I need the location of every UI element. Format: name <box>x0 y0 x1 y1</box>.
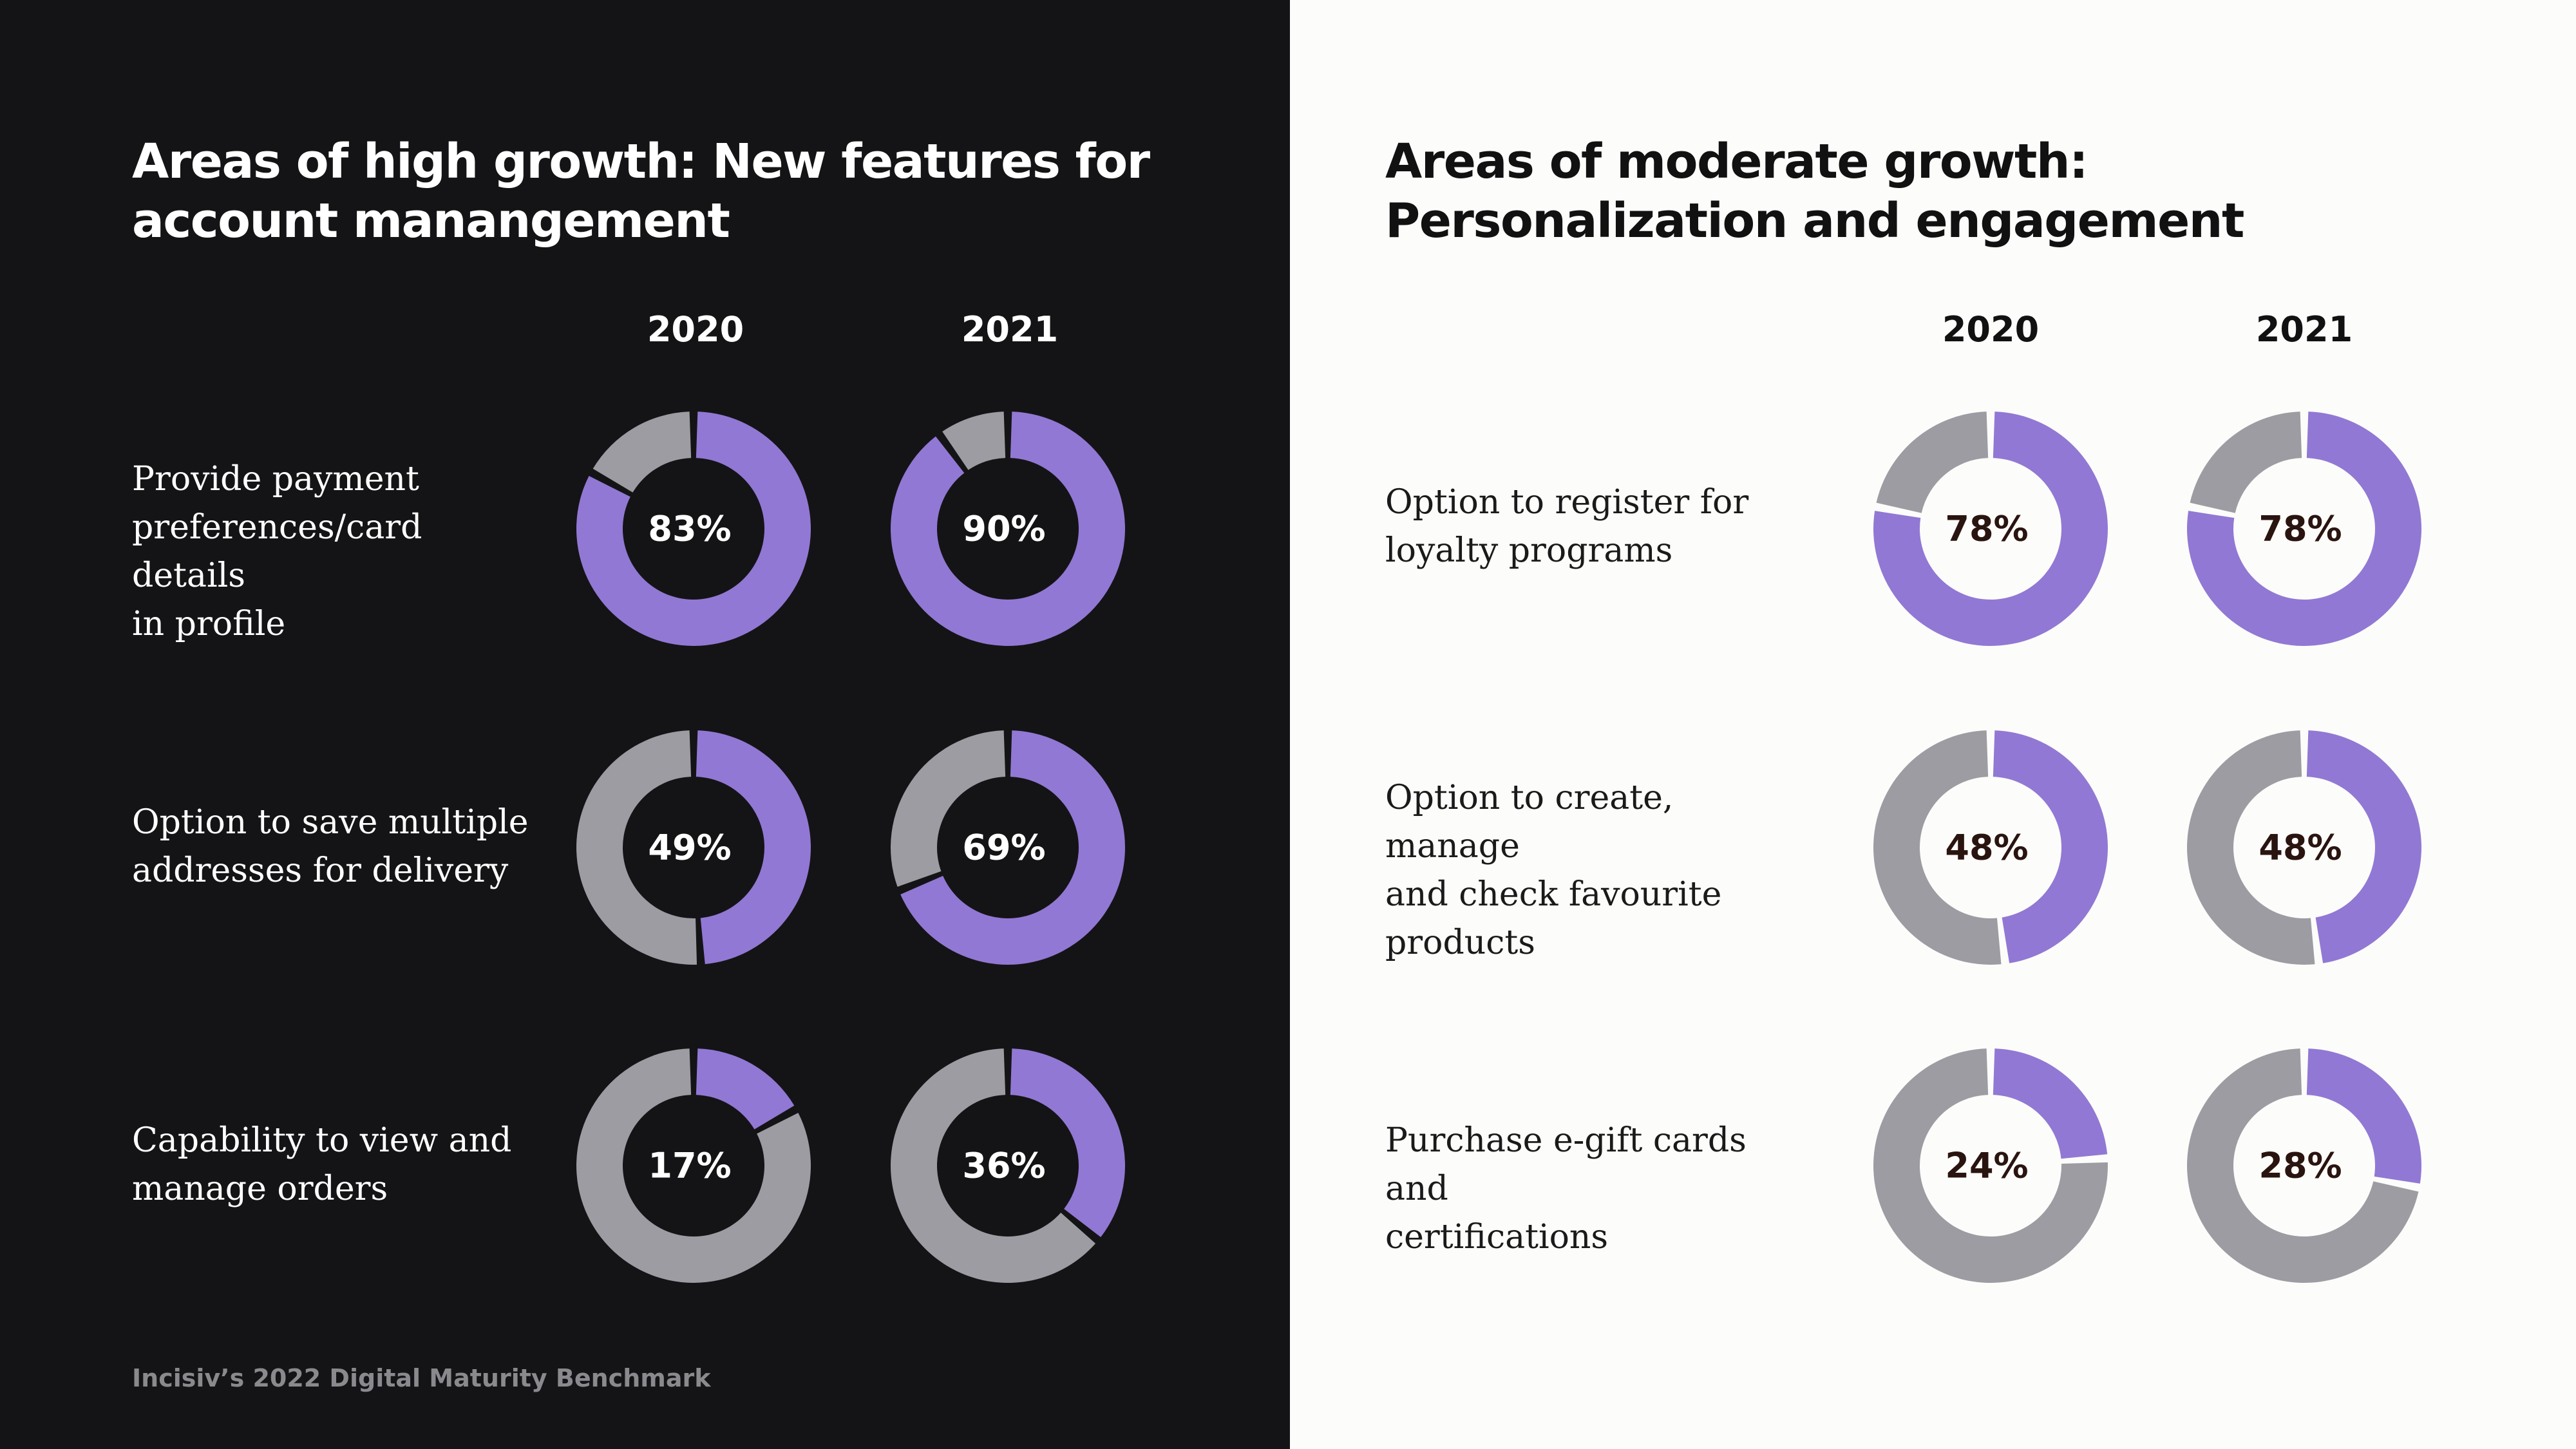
right-donut-2021-row-3-remaining-segment <box>2187 1048 2419 1283</box>
right-donut-2021-row-3-filled-segment <box>2306 1048 2421 1184</box>
right-row-label-3: Purchase e-gift cards and certifications <box>1385 1121 1747 1256</box>
right-panel-title: Areas of moderate growth: Personalizatio… <box>1385 134 2244 249</box>
left-donut-2020-row-2: 49% <box>576 730 811 965</box>
right-year-2020-header: 2020 <box>1942 309 2040 350</box>
left-donut-2021-row-2-value-label: 69% <box>962 828 1045 868</box>
left-donut-2021-row-2: 69% <box>891 730 1125 965</box>
right-donut-2021-row-3-value-label: 28% <box>2259 1146 2342 1186</box>
right-donut-2020-row-1: 78% <box>1873 412 2108 646</box>
right-donut-2021-row-2: 48% <box>2187 730 2421 965</box>
right-donut-2021-row-2-value-label: 48% <box>2259 828 2342 868</box>
left-donut-2020-row-2-filled-segment <box>696 730 811 965</box>
right-row-label-1: Option to register for loyalty programs <box>1385 483 1749 570</box>
left-panel: Areas of high growth: New features for a… <box>0 0 1290 1449</box>
right-donut-2020-row-3: 24% <box>1873 1048 2108 1283</box>
right-donut-2021-row-1-filled-segment <box>2187 412 2421 646</box>
left-donut-2020-row-1-value-label: 83% <box>648 509 731 549</box>
left-donut-2021-row-3-remaining-segment <box>891 1048 1096 1283</box>
right-donut-2020-row-1-remaining-segment <box>1876 412 1989 513</box>
right-donut-2020-row-3-value-label: 24% <box>1945 1146 2028 1186</box>
left-donut-2021-row-3-filled-segment <box>1010 1048 1125 1238</box>
right-donut-2020-row-1-value-label: 78% <box>1945 509 2028 549</box>
right-donut-2020-row-2: 48% <box>1873 730 2108 965</box>
right-donut-2020-row-1-filled-segment <box>1873 412 2108 646</box>
right-row-label-2: Option to create, manage and check favou… <box>1385 779 1722 962</box>
left-panel-title: Areas of high growth: New features for a… <box>132 134 1150 249</box>
left-row-label-1: Provide payment preferences/card details… <box>132 460 422 643</box>
left-row-label-3: Capability to view and manage orders <box>132 1121 512 1208</box>
left-donut-2020-row-3: 17% <box>576 1048 811 1283</box>
left-donut-2020-row-3-value-label: 17% <box>648 1146 731 1186</box>
left-donut-2021-row-1: 90% <box>891 412 1126 646</box>
left-year-2020-header: 2020 <box>647 309 744 350</box>
right-donut-2021-row-1-value-label: 78% <box>2259 509 2342 549</box>
right-donut-2021-row-1: 78% <box>2187 412 2421 646</box>
left-donut-2021-row-1-remaining-segment <box>942 412 1006 470</box>
left-donut-2021-row-3: 36% <box>891 1048 1125 1283</box>
right-donut-2020-row-3-remaining-segment <box>1873 1048 2108 1283</box>
right-year-2021-header: 2021 <box>2255 309 2353 350</box>
right-donut-2021-row-1-remaining-segment <box>2190 412 2302 513</box>
right-donut-2020-row-3-filled-segment <box>1993 1048 2108 1159</box>
left-donut-2020-row-1: 83% <box>576 412 811 647</box>
left-donut-2020-row-1-remaining-segment <box>592 412 692 493</box>
right-donut-2020-row-2-remaining-segment <box>1873 730 2002 965</box>
right-donut-2020-row-2-value-label: 48% <box>1945 828 2028 868</box>
right-donut-2021-row-2-remaining-segment <box>2187 730 2315 965</box>
left-year-2021-header: 2021 <box>961 309 1059 350</box>
left-donut-2020-row-2-value-label: 49% <box>648 828 731 868</box>
left-donut-2021-row-1-value-label: 90% <box>962 509 1045 549</box>
left-donut-2020-row-3-remaining-segment <box>576 1048 811 1283</box>
left-donut-2021-row-2-filled-segment <box>900 730 1125 965</box>
right-donut-2020-row-2-filled-segment <box>1993 730 2108 963</box>
left-donut-2021-row-3-value-label: 36% <box>962 1146 1045 1186</box>
right-donut-2021-row-2-filled-segment <box>2306 730 2421 963</box>
left-donut-2020-row-1-filled-segment <box>576 412 811 647</box>
footer-source: Incisiv’s 2022 Digital Maturity Benchmar… <box>132 1364 711 1392</box>
left-row-label-2: Option to save multiple addresses for de… <box>132 803 529 890</box>
right-donut-2021-row-3: 28% <box>2187 1048 2421 1283</box>
left-donut-2020-row-3-filled-segment <box>696 1048 795 1130</box>
left-donut-2021-row-1-filled-segment <box>891 412 1126 646</box>
left-donut-2020-row-2-remaining-segment <box>576 730 697 965</box>
left-donut-2021-row-2-remaining-segment <box>891 730 1006 887</box>
